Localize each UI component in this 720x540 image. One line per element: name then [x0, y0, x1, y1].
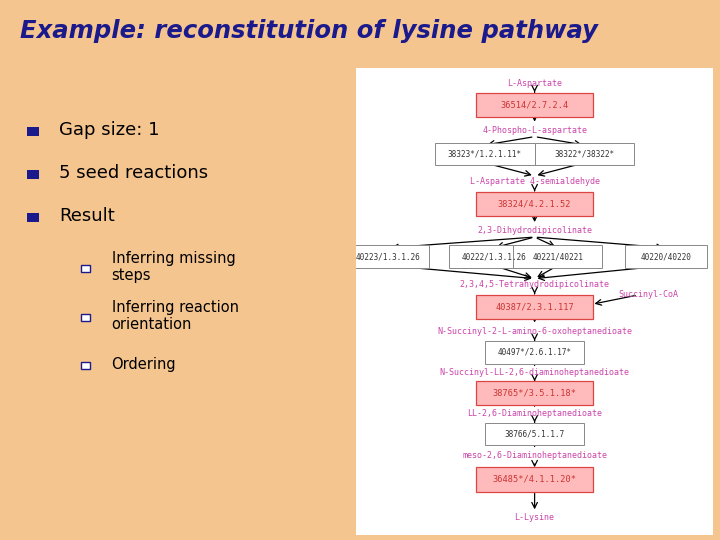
- FancyBboxPatch shape: [626, 246, 708, 268]
- Text: N-Succinyl-LL-2,6-diaminoheptanedioate: N-Succinyl-LL-2,6-diaminoheptanedioate: [440, 368, 629, 376]
- Bar: [81, 314, 90, 321]
- Text: N-Succinyl-2-L-amino-6-oxoheptanedioate: N-Succinyl-2-L-amino-6-oxoheptanedioate: [437, 327, 632, 336]
- Text: Ordering: Ordering: [112, 357, 176, 372]
- Text: LL-2,6-Diaminoheptanedioate: LL-2,6-Diaminoheptanedioate: [467, 409, 602, 417]
- Text: 40222/1.3.1.26: 40222/1.3.1.26: [462, 252, 526, 261]
- Text: 38322*/38322*: 38322*/38322*: [554, 150, 615, 158]
- FancyBboxPatch shape: [513, 246, 603, 268]
- Text: Succinyl-CoA: Succinyl-CoA: [618, 291, 679, 300]
- FancyBboxPatch shape: [485, 423, 585, 445]
- Text: 2,3-Dihydrodipicolinate: 2,3-Dihydrodipicolinate: [477, 226, 592, 235]
- FancyBboxPatch shape: [449, 246, 538, 268]
- Text: 36485*/4.1.1.20*: 36485*/4.1.1.20*: [492, 475, 577, 484]
- FancyBboxPatch shape: [476, 294, 593, 319]
- Bar: [81, 362, 90, 369]
- Text: 38765*/3.5.1.18*: 38765*/3.5.1.18*: [492, 389, 577, 397]
- Text: Result: Result: [59, 207, 114, 225]
- Bar: [27, 127, 39, 136]
- Text: Gap size: 1: Gap size: 1: [59, 120, 160, 139]
- Text: 40223/1.3.1.26: 40223/1.3.1.26: [356, 252, 421, 261]
- FancyBboxPatch shape: [476, 93, 593, 117]
- Text: L-Aspartate 4-semialdehyde: L-Aspartate 4-semialdehyde: [469, 178, 600, 186]
- FancyBboxPatch shape: [476, 467, 593, 491]
- Text: Inferring missing
steps: Inferring missing steps: [112, 251, 235, 283]
- FancyBboxPatch shape: [435, 143, 534, 165]
- Text: 38323*/1.2.1.11*: 38323*/1.2.1.11*: [448, 150, 522, 158]
- Text: 40220/40220: 40220/40220: [641, 252, 692, 261]
- Text: 40387/2.3.1.117: 40387/2.3.1.117: [495, 302, 574, 311]
- Text: 4-Phospho-L-aspartate: 4-Phospho-L-aspartate: [482, 126, 587, 135]
- FancyBboxPatch shape: [485, 341, 585, 363]
- FancyBboxPatch shape: [534, 143, 634, 165]
- Text: Example: reconstitution of lysine pathway: Example: reconstitution of lysine pathwa…: [20, 19, 598, 43]
- Text: 38766/5.1.1.7: 38766/5.1.1.7: [505, 430, 564, 438]
- Bar: [81, 265, 90, 272]
- Text: meso-2,6-Diaminoheptanedioate: meso-2,6-Diaminoheptanedioate: [462, 451, 607, 460]
- FancyBboxPatch shape: [348, 246, 429, 268]
- FancyBboxPatch shape: [356, 68, 713, 535]
- Text: 40221/40221: 40221/40221: [532, 252, 583, 261]
- Text: 5 seed reactions: 5 seed reactions: [59, 164, 208, 182]
- Text: 40497*/2.6.1.17*: 40497*/2.6.1.17*: [498, 348, 572, 357]
- Bar: [27, 170, 39, 179]
- Text: 36514/2.7.2.4: 36514/2.7.2.4: [500, 100, 569, 110]
- FancyBboxPatch shape: [476, 381, 593, 405]
- Text: Inferring reaction
orientation: Inferring reaction orientation: [112, 300, 238, 332]
- Text: 38324/4.2.1.52: 38324/4.2.1.52: [498, 199, 572, 208]
- Text: 2,3,4,5-Tetrahydrodipicolinate: 2,3,4,5-Tetrahydrodipicolinate: [459, 280, 610, 289]
- FancyBboxPatch shape: [476, 192, 593, 216]
- Text: L-Aspartate: L-Aspartate: [507, 79, 562, 89]
- Bar: [27, 213, 39, 222]
- Text: L-Lysine: L-Lysine: [515, 514, 554, 522]
